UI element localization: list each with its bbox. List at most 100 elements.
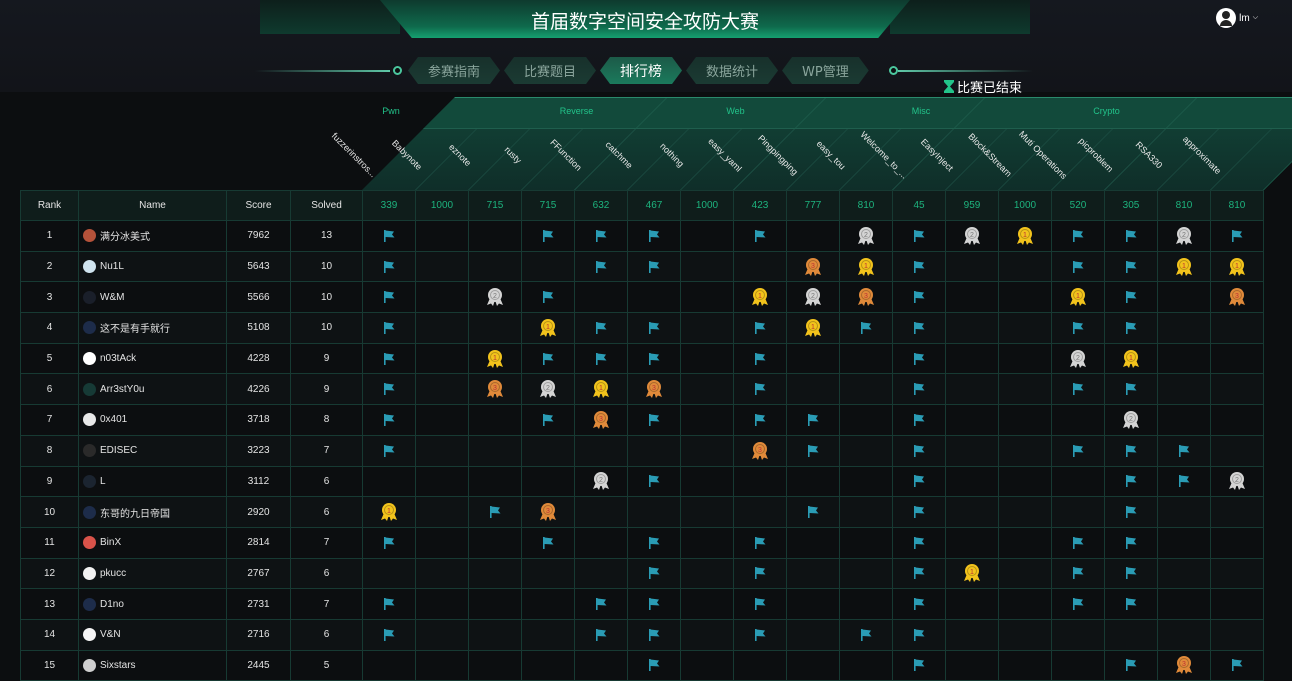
flag-icon <box>734 536 786 550</box>
tab-wp-management[interactable]: WP管理 <box>782 57 869 84</box>
challenge-cell <box>1051 588 1105 620</box>
flag-icon <box>893 352 945 366</box>
team-name: D1no <box>100 598 124 610</box>
challenge-cell <box>998 342 1052 375</box>
team-cell[interactable]: W&M <box>78 281 227 314</box>
silver-medal-icon: 2 <box>522 379 574 399</box>
challenge-cell <box>362 434 416 467</box>
flag-icon <box>1105 260 1157 274</box>
tab-challenges[interactable]: 比赛题目 <box>504 57 596 84</box>
challenge-cell <box>1157 588 1211 620</box>
challenge-cell <box>733 496 787 528</box>
challenge-cell <box>1051 526 1105 559</box>
team-name: EDISEC <box>100 445 138 457</box>
challenge-cell <box>680 557 734 590</box>
flag-icon <box>628 352 680 366</box>
svg-text:3: 3 <box>493 385 497 392</box>
team-cell[interactable]: 这不是有手就行 <box>78 312 227 344</box>
nav-line-left <box>255 70 390 72</box>
challenge-cell <box>627 557 681 590</box>
gold-medal-icon: 1 <box>999 226 1051 246</box>
challenge-cell <box>1157 526 1211 559</box>
challenge-cell <box>892 496 946 528</box>
team-avatar <box>83 536 96 550</box>
gold-medal-icon: 1 <box>522 318 574 338</box>
gold-medal-icon: 1 <box>946 563 998 583</box>
tab-statistics[interactable]: 数据统计 <box>686 57 778 84</box>
challenge-cell <box>415 281 469 314</box>
challenge-cell: 2 <box>468 281 522 314</box>
challenge-cell: 1 <box>1051 281 1105 314</box>
rank: 7 <box>20 404 79 436</box>
team-cell[interactable]: 东哥的九日帝国 <box>78 496 227 528</box>
flag-icon <box>1105 444 1157 458</box>
rank: 15 <box>20 649 79 681</box>
flag-icon <box>363 597 415 611</box>
team-cell[interactable]: Sixstars <box>78 649 227 681</box>
banner-wing-left <box>260 0 400 34</box>
challenge-name[interactable]: fuzzerinstros... <box>329 130 378 180</box>
challenge-cell <box>998 434 1052 467</box>
team-name: 这不是有手就行 <box>100 324 170 336</box>
challenge-cell <box>945 312 999 344</box>
team-cell[interactable]: pkucc <box>78 557 227 590</box>
challenge-cell <box>945 281 999 314</box>
challenge-cell <box>998 465 1052 498</box>
rank: 4 <box>20 312 79 344</box>
challenge-cell <box>786 404 840 436</box>
svg-text:3: 3 <box>546 508 550 515</box>
contest-status-text: 比赛已结束 <box>957 81 1023 96</box>
challenge-cell <box>945 434 999 467</box>
challenge-cell <box>627 496 681 528</box>
team-cell[interactable]: 满分冰美式 <box>78 220 227 252</box>
svg-text:1: 1 <box>970 569 974 576</box>
team-avatar <box>83 290 96 304</box>
team-cell[interactable]: Nu1L <box>78 250 227 283</box>
team-cell[interactable]: n03tAck <box>78 342 227 375</box>
flag-icon <box>1105 290 1157 304</box>
challenge-cell <box>1210 434 1264 467</box>
challenge-cell <box>1051 649 1105 681</box>
challenge-cell <box>415 526 469 559</box>
flag-icon <box>628 628 680 642</box>
challenge-cell: 1 <box>521 312 575 344</box>
tab-leaderboard[interactable]: 排行榜 <box>600 57 682 84</box>
challenge-cell <box>680 250 734 283</box>
challenge-cell <box>415 404 469 436</box>
team-cell[interactable]: BinX <box>78 526 227 559</box>
challenge-cell <box>521 220 575 252</box>
challenge-cell <box>521 404 575 436</box>
solved-count: 10 <box>290 312 363 344</box>
team-name: V&N <box>100 629 121 641</box>
svg-text:2: 2 <box>1182 232 1186 239</box>
user-menu[interactable]: lm ⌵ <box>1216 8 1258 28</box>
challenge-points: 1000 <box>415 190 469 221</box>
challenge-cell <box>945 649 999 681</box>
challenge-cell <box>839 557 893 590</box>
challenge-cell <box>468 434 522 467</box>
challenge-cell <box>1051 250 1105 283</box>
challenge-cell <box>839 342 893 375</box>
challenge-cell <box>733 404 787 436</box>
challenge-cell: 3 <box>627 373 681 406</box>
challenge-cell <box>362 312 416 344</box>
tab-guide[interactable]: 参赛指南 <box>408 57 500 84</box>
challenge-cell <box>680 404 734 436</box>
team-cell[interactable]: Arr3stY0u <box>78 373 227 406</box>
flag-icon <box>893 566 945 580</box>
challenge-cell <box>786 434 840 467</box>
challenge-cell <box>521 465 575 498</box>
svg-text:1: 1 <box>1023 232 1027 239</box>
team-cell[interactable]: V&N <box>78 618 227 651</box>
challenge-cell <box>839 434 893 467</box>
challenge-cell <box>1104 312 1158 344</box>
flag-icon <box>1105 536 1157 550</box>
challenge-cell: 1 <box>1210 250 1264 283</box>
svg-text:1: 1 <box>546 324 550 331</box>
team-cell[interactable]: L <box>78 465 227 498</box>
team-cell[interactable]: 0x401 <box>78 404 227 436</box>
team-cell[interactable]: D1no <box>78 588 227 620</box>
challenge-cell <box>362 404 416 436</box>
challenge-cell <box>839 496 893 528</box>
team-cell[interactable]: EDISEC <box>78 434 227 467</box>
